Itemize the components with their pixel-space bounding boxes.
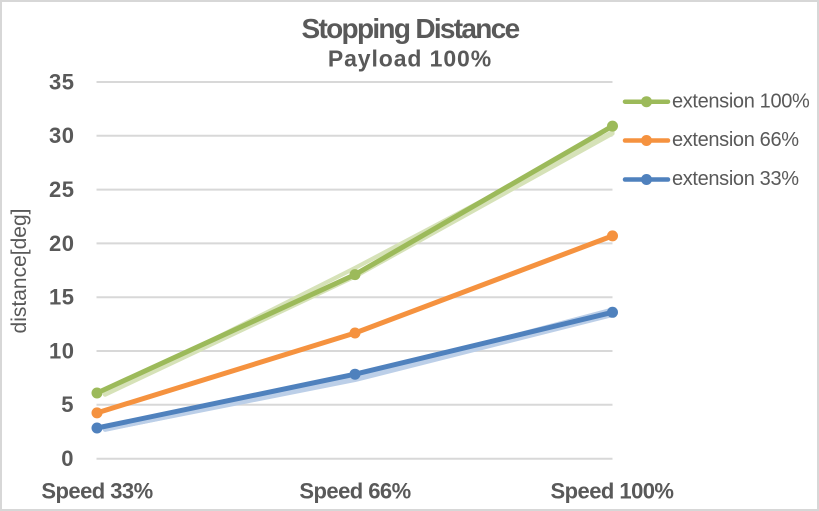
svg-text:15: 15 — [49, 285, 74, 310]
svg-text:30: 30 — [49, 123, 74, 148]
svg-text:extension 33%: extension 33% — [672, 168, 799, 190]
svg-text:extension 66%: extension 66% — [672, 129, 799, 151]
svg-text:10: 10 — [49, 338, 74, 363]
svg-text:Speed 33%: Speed 33% — [41, 479, 152, 504]
svg-text:extension 100%: extension 100% — [672, 90, 810, 112]
svg-text:35: 35 — [49, 69, 74, 94]
svg-text:0: 0 — [61, 446, 74, 471]
svg-text:25: 25 — [49, 177, 74, 202]
svg-text:Speed 100%: Speed 100% — [551, 479, 674, 504]
svg-text:Payload 100%: Payload 100% — [328, 46, 492, 72]
svg-text:Stopping Distance: Stopping Distance — [302, 13, 520, 44]
svg-text:20: 20 — [49, 231, 74, 256]
svg-text:Speed 66%: Speed 66% — [299, 479, 410, 504]
svg-text:5: 5 — [61, 392, 74, 417]
svg-text:distance[deg]: distance[deg] — [8, 209, 31, 334]
